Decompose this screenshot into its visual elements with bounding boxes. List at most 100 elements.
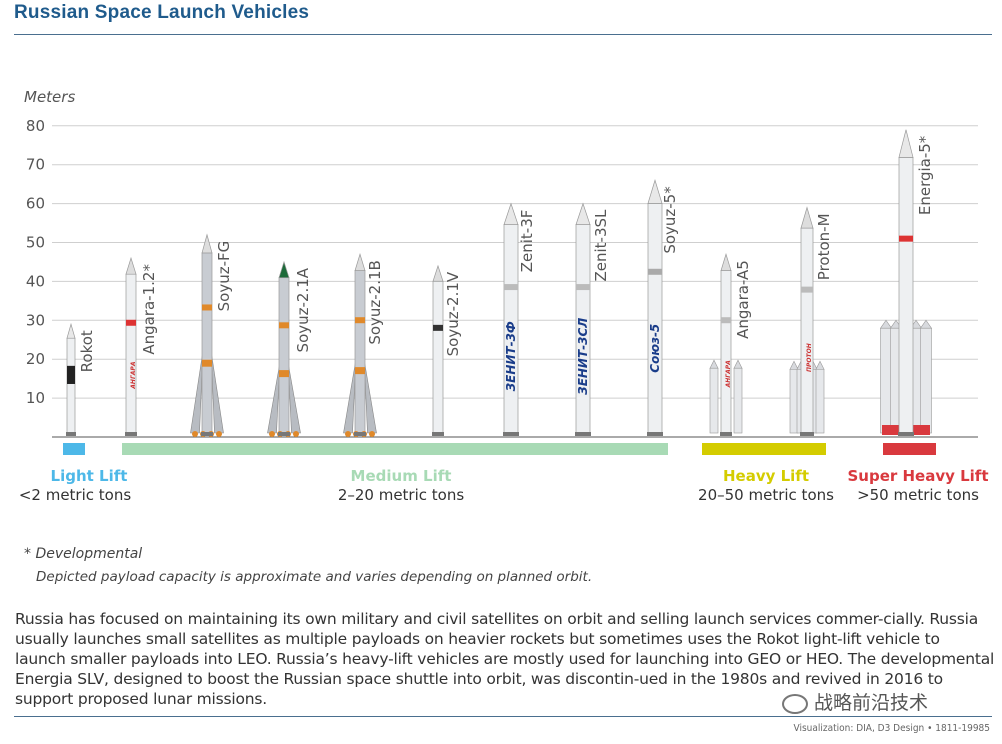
engine-nozzle bbox=[354, 432, 366, 436]
y-axis-label: Meters bbox=[24, 88, 75, 106]
rocket-angara-a5: АНГАРА Angara-A5 bbox=[709, 252, 752, 436]
rocket-body-label: ЗЕНИТ-3Ф bbox=[504, 321, 518, 391]
booster-nose bbox=[919, 319, 933, 329]
engine-nozzle bbox=[503, 432, 519, 436]
engine-nozzle bbox=[575, 432, 591, 436]
nose-cone bbox=[354, 252, 366, 271]
developmental-note: * Developmental bbox=[24, 546, 143, 562]
engine-flame bbox=[192, 431, 198, 437]
y-tick-labels: 10 20 30 40 50 60 70 80 bbox=[26, 117, 45, 407]
rocket-body-label: ЗЕНИТ-3СЛ bbox=[576, 318, 590, 395]
nose-cone bbox=[125, 256, 137, 275]
stage-band bbox=[279, 322, 289, 329]
rocket-name-label: Zenit-3F bbox=[518, 210, 536, 273]
engine-nozzle bbox=[201, 432, 213, 436]
rocket-body bbox=[278, 277, 290, 436]
rocket-zenit-3f: ЗЕНИТ-3Ф Zenit-3F bbox=[503, 202, 536, 436]
rocket-body bbox=[432, 280, 444, 436]
booster-nose bbox=[879, 319, 893, 329]
rocket-soyuz-5-: Союз-5 Soyuz-5* bbox=[647, 179, 679, 436]
rocket-soyuz-2-1b: Soyuz-2.1B bbox=[343, 252, 384, 437]
rocket-name-label: Zenit-3SL bbox=[592, 209, 610, 282]
engine-nozzle bbox=[278, 432, 290, 436]
engine-flame bbox=[293, 431, 299, 437]
stage-band bbox=[576, 284, 590, 291]
dark-stage bbox=[67, 367, 75, 384]
rocket-proton-m: ПРОТОН Proton-M bbox=[789, 206, 833, 436]
nose-cone bbox=[278, 260, 290, 279]
y-tick-label: 70 bbox=[26, 156, 45, 174]
engine-flame bbox=[345, 431, 351, 437]
booster bbox=[709, 367, 719, 434]
nose-cone bbox=[575, 202, 591, 225]
booster bbox=[363, 360, 377, 434]
booster-nose bbox=[789, 360, 799, 370]
watermark-text: 战略前沿技术 bbox=[814, 692, 929, 714]
rocket-soyuz-2-1v: Soyuz-2.1V bbox=[432, 264, 462, 436]
watermark: 战略前沿技术 bbox=[782, 688, 928, 715]
nose-cone bbox=[201, 233, 213, 254]
nose-cone bbox=[647, 179, 663, 204]
engine-nozzle bbox=[66, 432, 76, 436]
lift-class-bar bbox=[883, 443, 936, 455]
engine-flame bbox=[216, 431, 222, 437]
booster bbox=[880, 327, 892, 434]
lift-class-bar bbox=[702, 443, 826, 455]
booster bbox=[920, 327, 932, 434]
booster-nose bbox=[733, 359, 743, 369]
rocket-soyuz-fg: Soyuz-FG bbox=[190, 233, 233, 437]
nose-cone bbox=[800, 206, 814, 229]
lift-class-range: 2–20 metric tons bbox=[338, 486, 465, 504]
rocket-soyuz-2-1a: Soyuz-2.1A bbox=[267, 260, 312, 437]
engine-flame bbox=[269, 431, 275, 437]
nose-cone bbox=[503, 202, 519, 225]
stage-band bbox=[648, 268, 662, 275]
rocket-name-label: Angara-A5 bbox=[734, 260, 752, 339]
rocket-body bbox=[720, 270, 732, 436]
rocket-body bbox=[800, 227, 814, 436]
lift-class-name: Medium Lift bbox=[351, 467, 452, 485]
booster-nose bbox=[815, 360, 825, 370]
rocket-name-label: Soyuz-2.1B bbox=[366, 260, 384, 345]
engine-nozzle bbox=[647, 432, 663, 436]
interstage-band bbox=[202, 359, 212, 367]
y-tick-label: 30 bbox=[26, 311, 45, 329]
rocket-name-label: Energia-5* bbox=[916, 135, 934, 215]
lift-class-name: Super Heavy Lift bbox=[847, 467, 988, 485]
credit-line: Visualization: DIA, D3 Design • 1811-199… bbox=[793, 723, 990, 734]
nose-cone bbox=[432, 264, 444, 282]
stage-band bbox=[433, 324, 443, 331]
y-tick-label: 20 bbox=[26, 350, 45, 368]
rocket-name-label: Soyuz-5* bbox=[661, 186, 679, 254]
lift-class-super-heavy-lift: Super Heavy Lift>50 metric tons bbox=[847, 443, 989, 504]
booster bbox=[733, 367, 743, 434]
rocket-body bbox=[354, 270, 366, 436]
stage-band bbox=[202, 304, 212, 311]
engine-nozzle bbox=[125, 432, 137, 436]
body-paragraph: Russia has focused on maintaining its ow… bbox=[15, 610, 995, 708]
rocket-body bbox=[898, 156, 914, 436]
nose-cone bbox=[66, 322, 76, 339]
rocket-body bbox=[647, 203, 663, 436]
engine-nozzle bbox=[800, 432, 814, 436]
rocket-rokot: Rokot bbox=[66, 322, 96, 436]
rocket-name-label: Angara-1.2* bbox=[140, 264, 158, 355]
engine-nozzle bbox=[898, 432, 914, 436]
stage-band bbox=[504, 284, 518, 291]
stage-band bbox=[126, 319, 136, 326]
nose-cone bbox=[898, 129, 914, 158]
interstage-band bbox=[279, 370, 289, 378]
lift-class-light-lift: Light Lift<2 metric tons bbox=[19, 443, 131, 504]
lift-class-bar bbox=[122, 443, 668, 455]
stage-band bbox=[721, 317, 731, 324]
payload-note: Depicted payload capacity is approximate… bbox=[36, 569, 593, 585]
booster bbox=[190, 351, 204, 434]
booster-nose bbox=[709, 359, 719, 369]
title-divider bbox=[14, 34, 992, 35]
y-tick-label: 10 bbox=[26, 389, 45, 407]
rocket-name-label: Soyuz-2.1A bbox=[294, 267, 312, 352]
